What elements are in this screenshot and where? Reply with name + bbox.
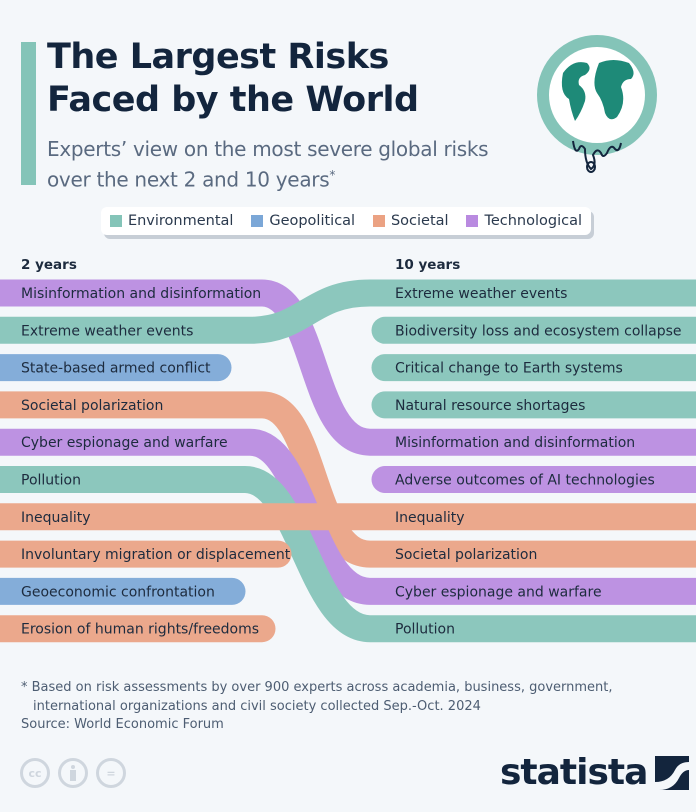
legend-label: Environmental: [127, 213, 234, 229]
label-ten-years-4: Natural resource shortages: [395, 398, 585, 414]
bands: [0, 279, 696, 643]
label-two-years-1: Misinformation and disinformation: [21, 286, 261, 302]
label-two-years-2: Extreme weather events: [21, 323, 193, 339]
band-4-two-years: [0, 391, 696, 568]
license-icons: cc =: [20, 758, 126, 788]
source: Source: World Economic Forum: [21, 717, 224, 732]
label-ten-years-8: Societal polarization: [395, 547, 537, 563]
label-ten-years-1: Extreme weather events: [395, 286, 567, 302]
label-ten-years-3: Critical change to Earth systems: [395, 361, 623, 377]
legend-item-technological: Technological: [466, 213, 582, 229]
footnote-mark: *: [329, 168, 336, 182]
footnote-line-1: * Based on risk assessments by over 900 …: [21, 680, 613, 695]
legend-label: Geopolitical: [269, 213, 356, 229]
column-header-2-years: 2 years: [21, 257, 77, 273]
label-two-years-10: Erosion of human rights/freedoms: [21, 622, 259, 638]
label-ten-years-10: Pollution: [395, 622, 455, 638]
legend: Environmental Geopolitical Societal Tech…: [101, 207, 591, 235]
legend-label: Societal: [390, 213, 449, 229]
nd-icon: =: [96, 758, 126, 788]
footnote-line-2: international organizations and civil so…: [33, 699, 481, 714]
band-1-two-years: [0, 279, 696, 456]
statista-logo-icon: [655, 755, 690, 790]
band-2-two-years: [0, 279, 696, 344]
band-6-two-years: [0, 466, 696, 643]
swatch-geopolitical: [251, 215, 264, 227]
bump-chart: Misinformation and disinformation Extreme…: [0, 279, 696, 643]
label-two-years-3: State-based armed conflict: [21, 361, 211, 377]
legend-item-geopolitical: Geopolitical: [251, 213, 355, 229]
label-ten-years-2: Biodiversity loss and ecosystem collapse: [395, 323, 682, 339]
by-icon: [58, 758, 88, 788]
label-two-years-6: Pollution: [21, 473, 81, 489]
label-ten-years-9: Cyber espionage and warfare: [395, 584, 602, 600]
subtitle: Experts’ view on the most severe global …: [47, 136, 489, 193]
column-header-10-years: 10 years: [395, 257, 461, 273]
cc-icon: cc: [20, 758, 50, 788]
label-two-years-4: Societal polarization: [21, 398, 163, 414]
title-line-1: The Largest Risks: [47, 37, 389, 77]
label-ten-years-7: Inequality: [395, 510, 465, 526]
label-two-years-8: Involuntary migration or displacement: [21, 547, 291, 563]
label-two-years-5: Cyber espionage and warfare: [21, 435, 228, 451]
label-two-years-9: Geoeconomic confrontation: [21, 584, 215, 600]
legend-item-societal: Societal: [372, 213, 449, 229]
swatch-societal: [372, 215, 385, 227]
subtitle-line-1: Experts’ view on the most severe global …: [47, 137, 489, 161]
page-title: The Largest Risks Faced by the World: [47, 36, 419, 122]
label-ten-years-6: Adverse outcomes of AI technologies: [395, 473, 655, 489]
statista-logo: statista: [500, 752, 690, 793]
swatch-environmental: [109, 215, 122, 227]
label-ten-years-5: Misinformation and disinformation: [395, 435, 635, 451]
title-line-2: Faced by the World: [47, 80, 419, 120]
legend-label: Technological: [484, 213, 583, 229]
logo-text: statista: [500, 752, 648, 793]
legend-item-environmental: Environmental: [109, 213, 234, 229]
label-two-years-7: Inequality: [21, 510, 91, 526]
swatch-technological: [466, 215, 479, 227]
title-accent-bar: [21, 42, 36, 185]
subtitle-line-2: over the next 2 and 10 years: [47, 167, 330, 192]
melting-globe-icon: [537, 35, 657, 173]
footnote: * Based on risk assessments by over 900 …: [21, 678, 613, 716]
